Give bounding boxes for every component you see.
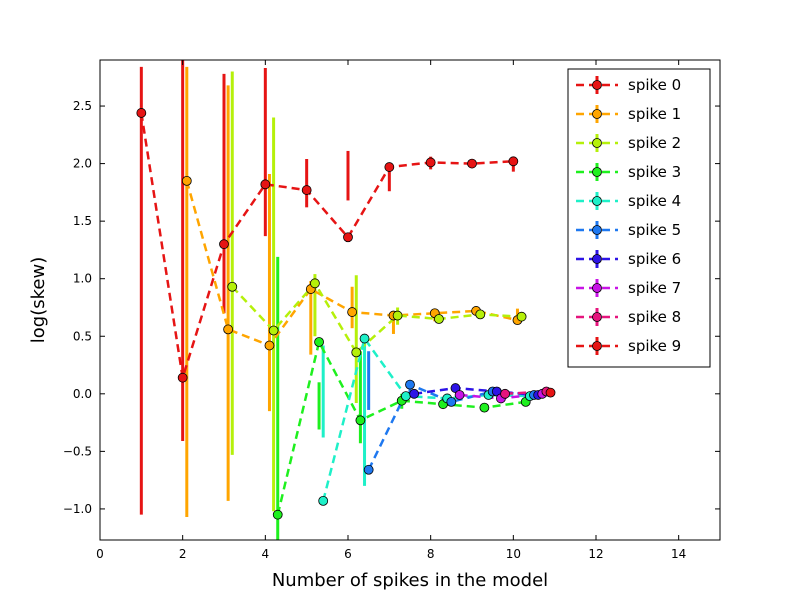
data-point-2 [516, 311, 527, 322]
legend-label: spike 6 [628, 250, 681, 268]
y-axis-title: log(skew) [28, 257, 49, 343]
data-point-0 [177, 372, 188, 383]
legend-label: spike 7 [628, 279, 681, 297]
data-point-6 [409, 388, 420, 399]
data-point-4 [318, 495, 329, 506]
legend-swatch-marker-2 [592, 138, 602, 148]
data-point-0 [260, 179, 271, 190]
legend-label: spike 1 [628, 105, 681, 123]
x-tick-label: 8 [427, 547, 435, 561]
legend-swatch-marker-9 [592, 341, 602, 351]
data-point-2 [434, 314, 444, 324]
data-point-8 [500, 388, 510, 399]
data-point-2 [310, 278, 320, 289]
data-point-5 [363, 464, 374, 475]
data-point-4 [400, 391, 411, 402]
data-point-0 [219, 239, 229, 250]
data-point-0 [136, 108, 147, 118]
data-point-4 [359, 333, 370, 344]
data-point-7 [454, 390, 465, 400]
series-line-6 [413, 386, 539, 397]
x-tick-label: 12 [588, 547, 603, 561]
x-tick-label: 6 [344, 547, 352, 561]
legend-swatch-marker-0 [592, 80, 602, 90]
data-point-0 [301, 185, 312, 195]
y-tick-label: −0.5 [63, 444, 92, 458]
data-point-3 [314, 337, 324, 347]
legend-label: spike 5 [628, 221, 681, 239]
y-tick-label: 0.5 [73, 329, 92, 343]
x-tick-label: 4 [262, 547, 270, 561]
legend-swatch-marker-7 [592, 283, 602, 293]
data-point-9 [545, 387, 556, 398]
legend-label: spike 2 [628, 134, 681, 152]
legend-label: spike 9 [628, 337, 681, 355]
y-tick-label: 2.0 [73, 157, 92, 171]
y-tick-label: 1.5 [73, 214, 92, 228]
data-point-1 [264, 340, 275, 351]
legend-label: spike 4 [628, 192, 681, 210]
data-point-2 [268, 325, 279, 336]
legend-label: spike 0 [628, 76, 681, 94]
legend-swatch-marker-4 [592, 196, 602, 206]
data-point-1 [223, 324, 234, 335]
axis-ticks: 0 2 4 6 8 10 12 14 −1.0 −0.5 0.0 0.5 1.0 1.5 2.0 2.5 [63, 60, 720, 561]
legend-swatch-marker-5 [592, 225, 602, 235]
data-point-5 [446, 396, 457, 407]
x-tick-label: 10 [506, 547, 521, 561]
series-line-0 [140, 112, 514, 379]
y-tick-label: 2.5 [73, 99, 92, 113]
legend: spike 0 spike 1 spike 2 spike 3 spike 4 spike… [567, 68, 711, 368]
y-tick-label: 0.0 [73, 387, 92, 401]
x-axis-title: Number of spikes in the model [272, 570, 548, 591]
data-point-2 [475, 309, 486, 320]
data-point-1 [347, 307, 358, 317]
legend-swatch-marker-3 [592, 167, 602, 177]
series-line-8 [504, 390, 547, 396]
data-point-3 [479, 402, 490, 413]
data-markers [136, 108, 556, 520]
legend-label: spike 8 [628, 308, 681, 326]
data-point-0 [467, 158, 477, 169]
data-point-3 [272, 509, 283, 520]
legend-label: spike 3 [628, 163, 681, 181]
y-tick-label: 1.0 [73, 272, 92, 286]
y-tick-label: −1.0 [63, 502, 92, 516]
data-point-2 [351, 347, 362, 358]
data-point-3 [355, 415, 366, 426]
plot-frame [99, 59, 721, 541]
legend-swatch-marker-1 [592, 109, 602, 119]
data-point-0 [343, 232, 353, 243]
legend-swatch-marker-6 [592, 254, 602, 264]
data-point-2 [227, 281, 238, 292]
data-point-0 [384, 162, 395, 172]
x-tick-label: 14 [671, 547, 686, 561]
data-point-1 [181, 175, 192, 186]
data-point-2 [392, 310, 403, 321]
data-point-5 [405, 379, 415, 390]
data-point-0 [508, 156, 519, 167]
x-tick-label: 2 [179, 547, 187, 561]
series-line-2 [231, 281, 522, 355]
legend-swatch-marker-8 [592, 312, 602, 322]
x-tick-label: 0 [96, 547, 104, 561]
data-point-0 [425, 157, 436, 168]
